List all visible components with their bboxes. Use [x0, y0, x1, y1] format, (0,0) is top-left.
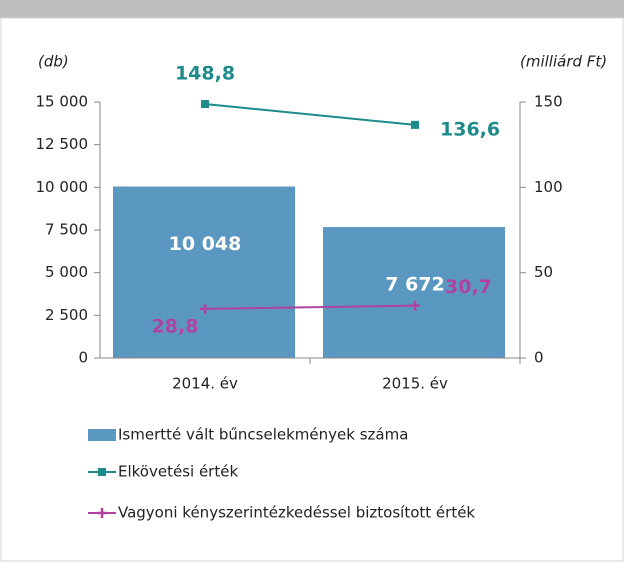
marker	[201, 100, 209, 109]
line-value-label: 136,6	[440, 118, 500, 140]
y2-tick-label: 100	[534, 178, 563, 196]
line	[204, 103, 416, 126]
legend-marker	[98, 468, 106, 476]
frame	[0, 17, 624, 562]
bar	[113, 186, 295, 358]
legend-marker	[97, 508, 107, 518]
legend-label: Ismertté vált bűncselekmények száma	[118, 426, 408, 444]
y2-tick-label: 50	[534, 263, 553, 281]
y-tick-label: 2 500	[45, 306, 88, 324]
y-tick-label: 15 000	[36, 93, 89, 111]
y-tick-label: 5 000	[45, 263, 88, 281]
y-axis-label: (db)	[38, 53, 69, 71]
top-bar	[0, 0, 624, 18]
y-tick-label: 10 000	[36, 178, 89, 196]
line-value-label: 30,7	[445, 276, 492, 298]
line	[204, 304, 416, 310]
marker	[410, 300, 420, 311]
bar-value-label: 7 672	[385, 274, 445, 296]
x-tick-label: 2015. év	[382, 375, 448, 393]
y2-tick-label: 0	[534, 349, 544, 367]
bar	[323, 227, 505, 358]
legend-swatch	[88, 429, 116, 441]
line-value-label: 148,8	[175, 63, 235, 85]
y-tick-label: 0	[78, 349, 88, 367]
marker	[200, 303, 210, 314]
line-value-label: 28,8	[152, 315, 199, 337]
legend-label: Vagyoni kényszerintézkedéssel biztosítot…	[118, 504, 475, 522]
y2-tick-label: 150	[534, 93, 563, 111]
y2-axis-label: (milliárd Ft)	[520, 53, 607, 71]
bar-value-label: 10 048	[169, 233, 242, 255]
legend-label: Elkövetési érték	[118, 463, 238, 481]
x-tick-label: 2014. év	[172, 375, 238, 393]
y-tick-label: 12 500	[36, 135, 89, 153]
y-tick-label: 7 500	[45, 221, 88, 239]
marker	[411, 120, 419, 129]
